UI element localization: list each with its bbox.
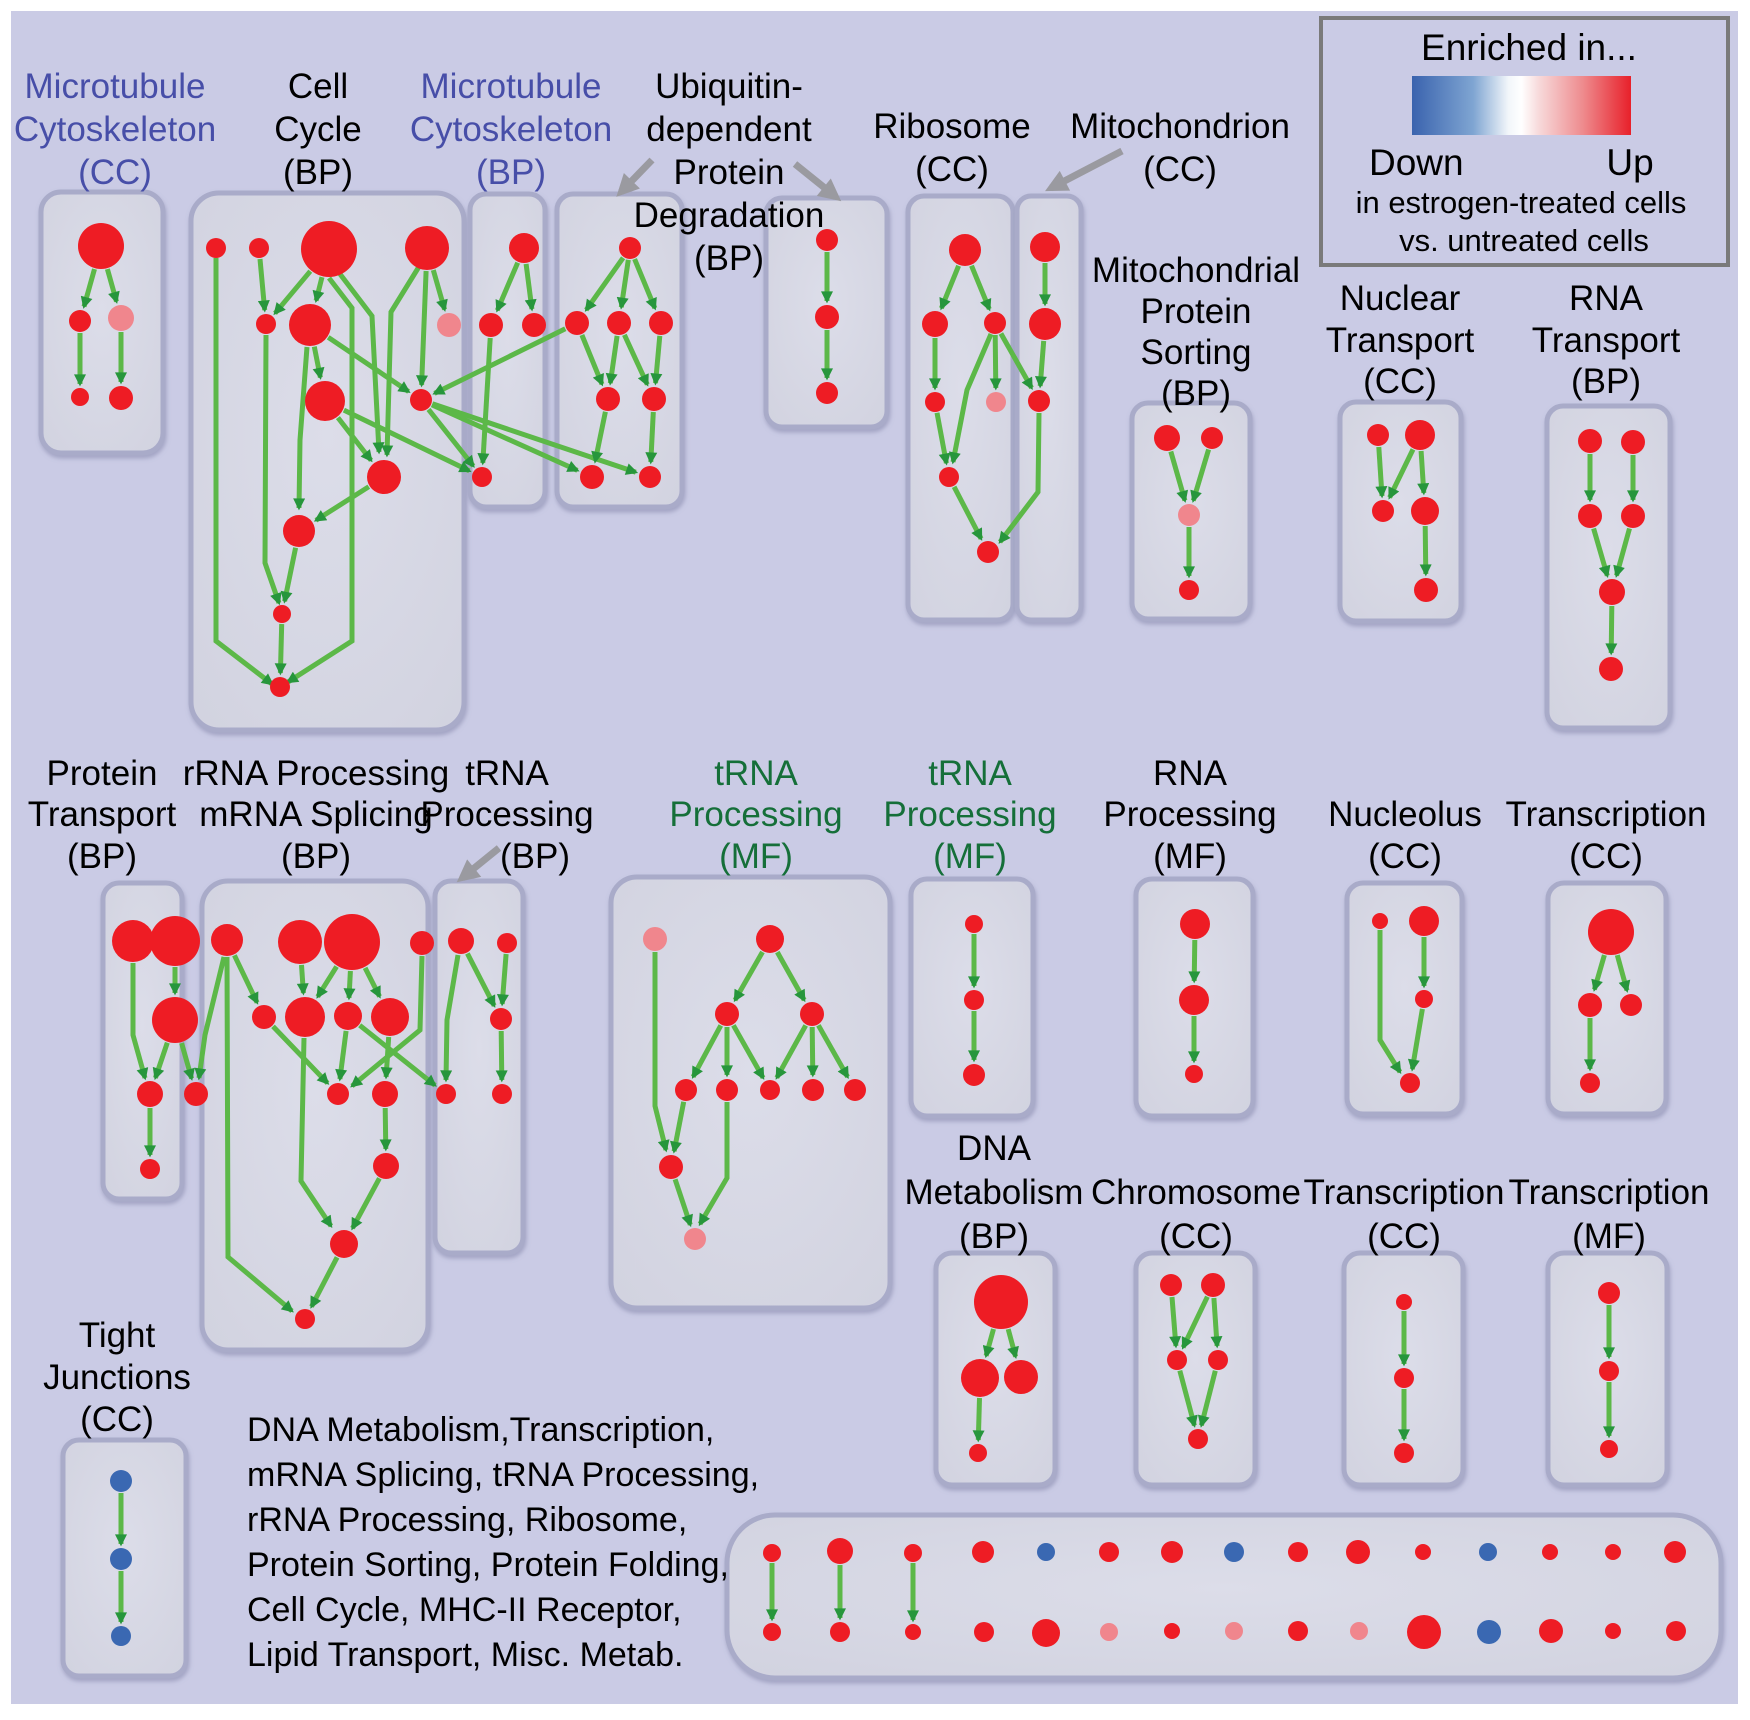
svg-text:(CC): (CC) xyxy=(1363,362,1437,401)
svg-text:Cytoskeleton: Cytoskeleton xyxy=(14,110,216,149)
svg-text:Processing: Processing xyxy=(883,795,1056,834)
svg-text:Microtubule: Microtubule xyxy=(421,67,602,106)
svg-text:Mitochondrial: Mitochondrial xyxy=(1092,251,1300,290)
svg-text:(CC): (CC) xyxy=(915,150,989,189)
svg-text:Mitochondrion: Mitochondrion xyxy=(1070,107,1290,146)
svg-text:DNA: DNA xyxy=(957,1129,1032,1168)
svg-text:Chromosome: Chromosome xyxy=(1091,1173,1301,1212)
svg-text:Processing: Processing xyxy=(420,795,593,834)
svg-text:Nuclear: Nuclear xyxy=(1340,279,1461,318)
svg-text:Cell Cycle, MHC-II Receptor,: Cell Cycle, MHC-II Receptor, xyxy=(247,1591,682,1629)
svg-text:Transcription: Transcription xyxy=(1506,795,1707,834)
svg-text:Enriched in...: Enriched in... xyxy=(1421,27,1637,68)
svg-text:Protein: Protein xyxy=(1141,292,1252,331)
svg-text:Metabolism: Metabolism xyxy=(905,1173,1084,1212)
svg-text:(MF): (MF) xyxy=(719,837,793,876)
svg-text:Ubiquitin-: Ubiquitin- xyxy=(655,67,803,106)
svg-text:(BP): (BP) xyxy=(67,837,137,876)
svg-text:Tight: Tight xyxy=(79,1316,156,1355)
svg-text:(BP): (BP) xyxy=(500,837,570,876)
svg-text:Down: Down xyxy=(1369,142,1464,183)
svg-text:(CC): (CC) xyxy=(1143,150,1217,189)
svg-text:(CC): (CC) xyxy=(78,153,152,192)
svg-text:vs. untreated cells: vs. untreated cells xyxy=(1399,223,1649,258)
svg-text:(CC): (CC) xyxy=(1569,837,1643,876)
svg-text:Cytoskeleton: Cytoskeleton xyxy=(410,110,612,149)
svg-text:Processing: Processing xyxy=(1103,795,1276,834)
svg-text:(CC): (CC) xyxy=(1368,837,1442,876)
svg-text:Cell: Cell xyxy=(288,67,348,106)
svg-text:Processing: Processing xyxy=(669,795,842,834)
svg-text:mRNA Splicing, tRNA Processing: mRNA Splicing, tRNA Processing, xyxy=(247,1456,759,1494)
svg-text:Up: Up xyxy=(1606,142,1653,183)
svg-text:Ribosome: Ribosome xyxy=(873,107,1031,146)
svg-text:(BP): (BP) xyxy=(694,239,764,278)
svg-text:in estrogen-treated cells: in estrogen-treated cells xyxy=(1356,185,1687,220)
svg-text:Transport: Transport xyxy=(28,795,177,834)
svg-text:(BP): (BP) xyxy=(1571,362,1641,401)
svg-text:(MF): (MF) xyxy=(1153,837,1227,876)
svg-text:(MF): (MF) xyxy=(1572,1217,1646,1256)
svg-text:Nucleolus: Nucleolus xyxy=(1328,795,1482,834)
svg-text:(CC): (CC) xyxy=(1367,1217,1441,1256)
svg-text:Degradation: Degradation xyxy=(634,196,825,235)
svg-text:Transcription: Transcription xyxy=(1304,1173,1505,1212)
svg-text:DNA Metabolism,Transcription,: DNA Metabolism,Transcription, xyxy=(247,1411,714,1449)
svg-text:rRNA Processing, Ribosome,: rRNA Processing, Ribosome, xyxy=(247,1501,687,1539)
svg-text:dependent: dependent xyxy=(646,110,812,149)
svg-text:(BP): (BP) xyxy=(281,837,351,876)
svg-text:tRNA: tRNA xyxy=(465,754,549,793)
svg-text:Junctions: Junctions xyxy=(43,1358,191,1397)
svg-text:Cycle: Cycle xyxy=(274,110,362,149)
svg-text:Protein Sorting, Protein Foldi: Protein Sorting, Protein Folding, xyxy=(247,1546,729,1584)
svg-text:(CC): (CC) xyxy=(1159,1217,1233,1256)
svg-text:(BP): (BP) xyxy=(476,153,546,192)
svg-text:rRNA Processing: rRNA Processing xyxy=(183,754,449,793)
svg-text:tRNA: tRNA xyxy=(714,754,798,793)
svg-text:RNA: RNA xyxy=(1569,279,1644,318)
svg-text:Transcription: Transcription xyxy=(1509,1173,1710,1212)
svg-text:Microtubule: Microtubule xyxy=(25,67,206,106)
svg-text:Transport: Transport xyxy=(1532,321,1681,360)
svg-text:Transport: Transport xyxy=(1326,321,1475,360)
svg-text:mRNA Splicing: mRNA Splicing xyxy=(199,795,432,834)
svg-text:(BP): (BP) xyxy=(959,1217,1029,1256)
svg-text:Protein: Protein xyxy=(47,754,158,793)
svg-text:(MF): (MF) xyxy=(933,837,1007,876)
svg-text:(BP): (BP) xyxy=(1161,374,1231,413)
svg-text:Protein: Protein xyxy=(674,153,785,192)
svg-text:tRNA: tRNA xyxy=(928,754,1012,793)
svg-text:RNA: RNA xyxy=(1153,754,1228,793)
svg-text:(CC): (CC) xyxy=(80,1400,154,1439)
svg-text:Lipid Transport, Misc. Metab.: Lipid Transport, Misc. Metab. xyxy=(247,1636,684,1674)
svg-text:Sorting: Sorting xyxy=(1141,333,1252,372)
svg-text:(BP): (BP) xyxy=(283,153,353,192)
